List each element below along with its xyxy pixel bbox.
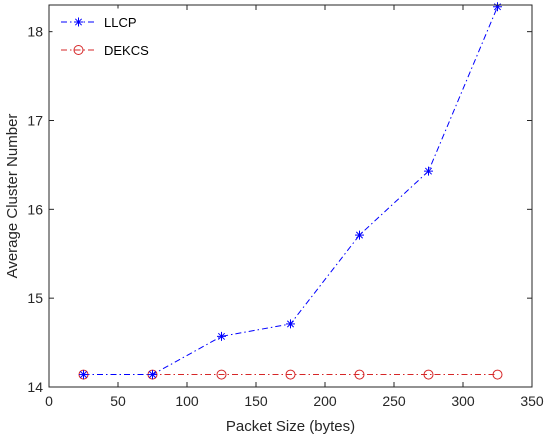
data-point-dekcs-6	[492, 369, 503, 380]
data-point-llcp-6	[493, 2, 502, 12]
series-layer	[78, 2, 503, 380]
data-point-llcp-1	[148, 370, 157, 380]
y-tick-label-2: 16	[27, 201, 43, 217]
data-point-llcp-2	[217, 331, 226, 341]
x-tick-label-4: 200	[313, 393, 337, 409]
x-axis-label: Packet Size (bytes)	[226, 418, 355, 435]
data-point-llcp-3	[286, 319, 295, 329]
data-point-dekcs-5	[423, 369, 434, 380]
legend-marker-llcp	[74, 17, 83, 27]
plot-frame	[48, 4, 533, 388]
data-point-dekcs-4	[354, 369, 365, 380]
y-axis-label: Average Cluster Number	[4, 114, 21, 279]
x-tick-label-0: 0	[45, 393, 53, 409]
y-tick-label-1: 15	[27, 290, 43, 306]
data-point-dekcs-3	[285, 369, 296, 380]
legend-entry-llcp: LLCP	[61, 15, 137, 30]
data-point-dekcs-2	[216, 369, 227, 380]
x-tick-label-6: 300	[451, 393, 475, 409]
axis-labels: Packet Size (bytes) Average Cluster Numb…	[4, 114, 355, 435]
legend: LLCP DEKCS	[52, 8, 172, 66]
x-tick-label-7: 350	[520, 393, 544, 409]
data-point-llcp-0	[79, 370, 88, 380]
x-tick-label-5: 250	[382, 393, 406, 409]
axis-ticks: 0 50 100 150 200 250 300 350 14 15 16 17 18	[27, 5, 544, 409]
legend-label-llcp: LLCP	[104, 15, 137, 30]
data-point-llcp-5	[424, 166, 433, 176]
legend-box	[52, 8, 172, 66]
legend-label-dekcs: DEKCS	[104, 43, 149, 58]
legend-entry-dekcs: DEKCS	[61, 43, 149, 58]
legend-marker-dekcs	[73, 45, 84, 55]
x-tick-label-1: 50	[110, 393, 126, 409]
data-point-llcp-4	[355, 230, 364, 240]
x-tick-label-3: 150	[244, 393, 268, 409]
y-tick-label-0: 14	[27, 379, 43, 395]
y-tick-label-4: 18	[27, 24, 43, 40]
y-tick-label-3: 17	[27, 112, 43, 128]
x-tick-label-2: 100	[175, 393, 199, 409]
